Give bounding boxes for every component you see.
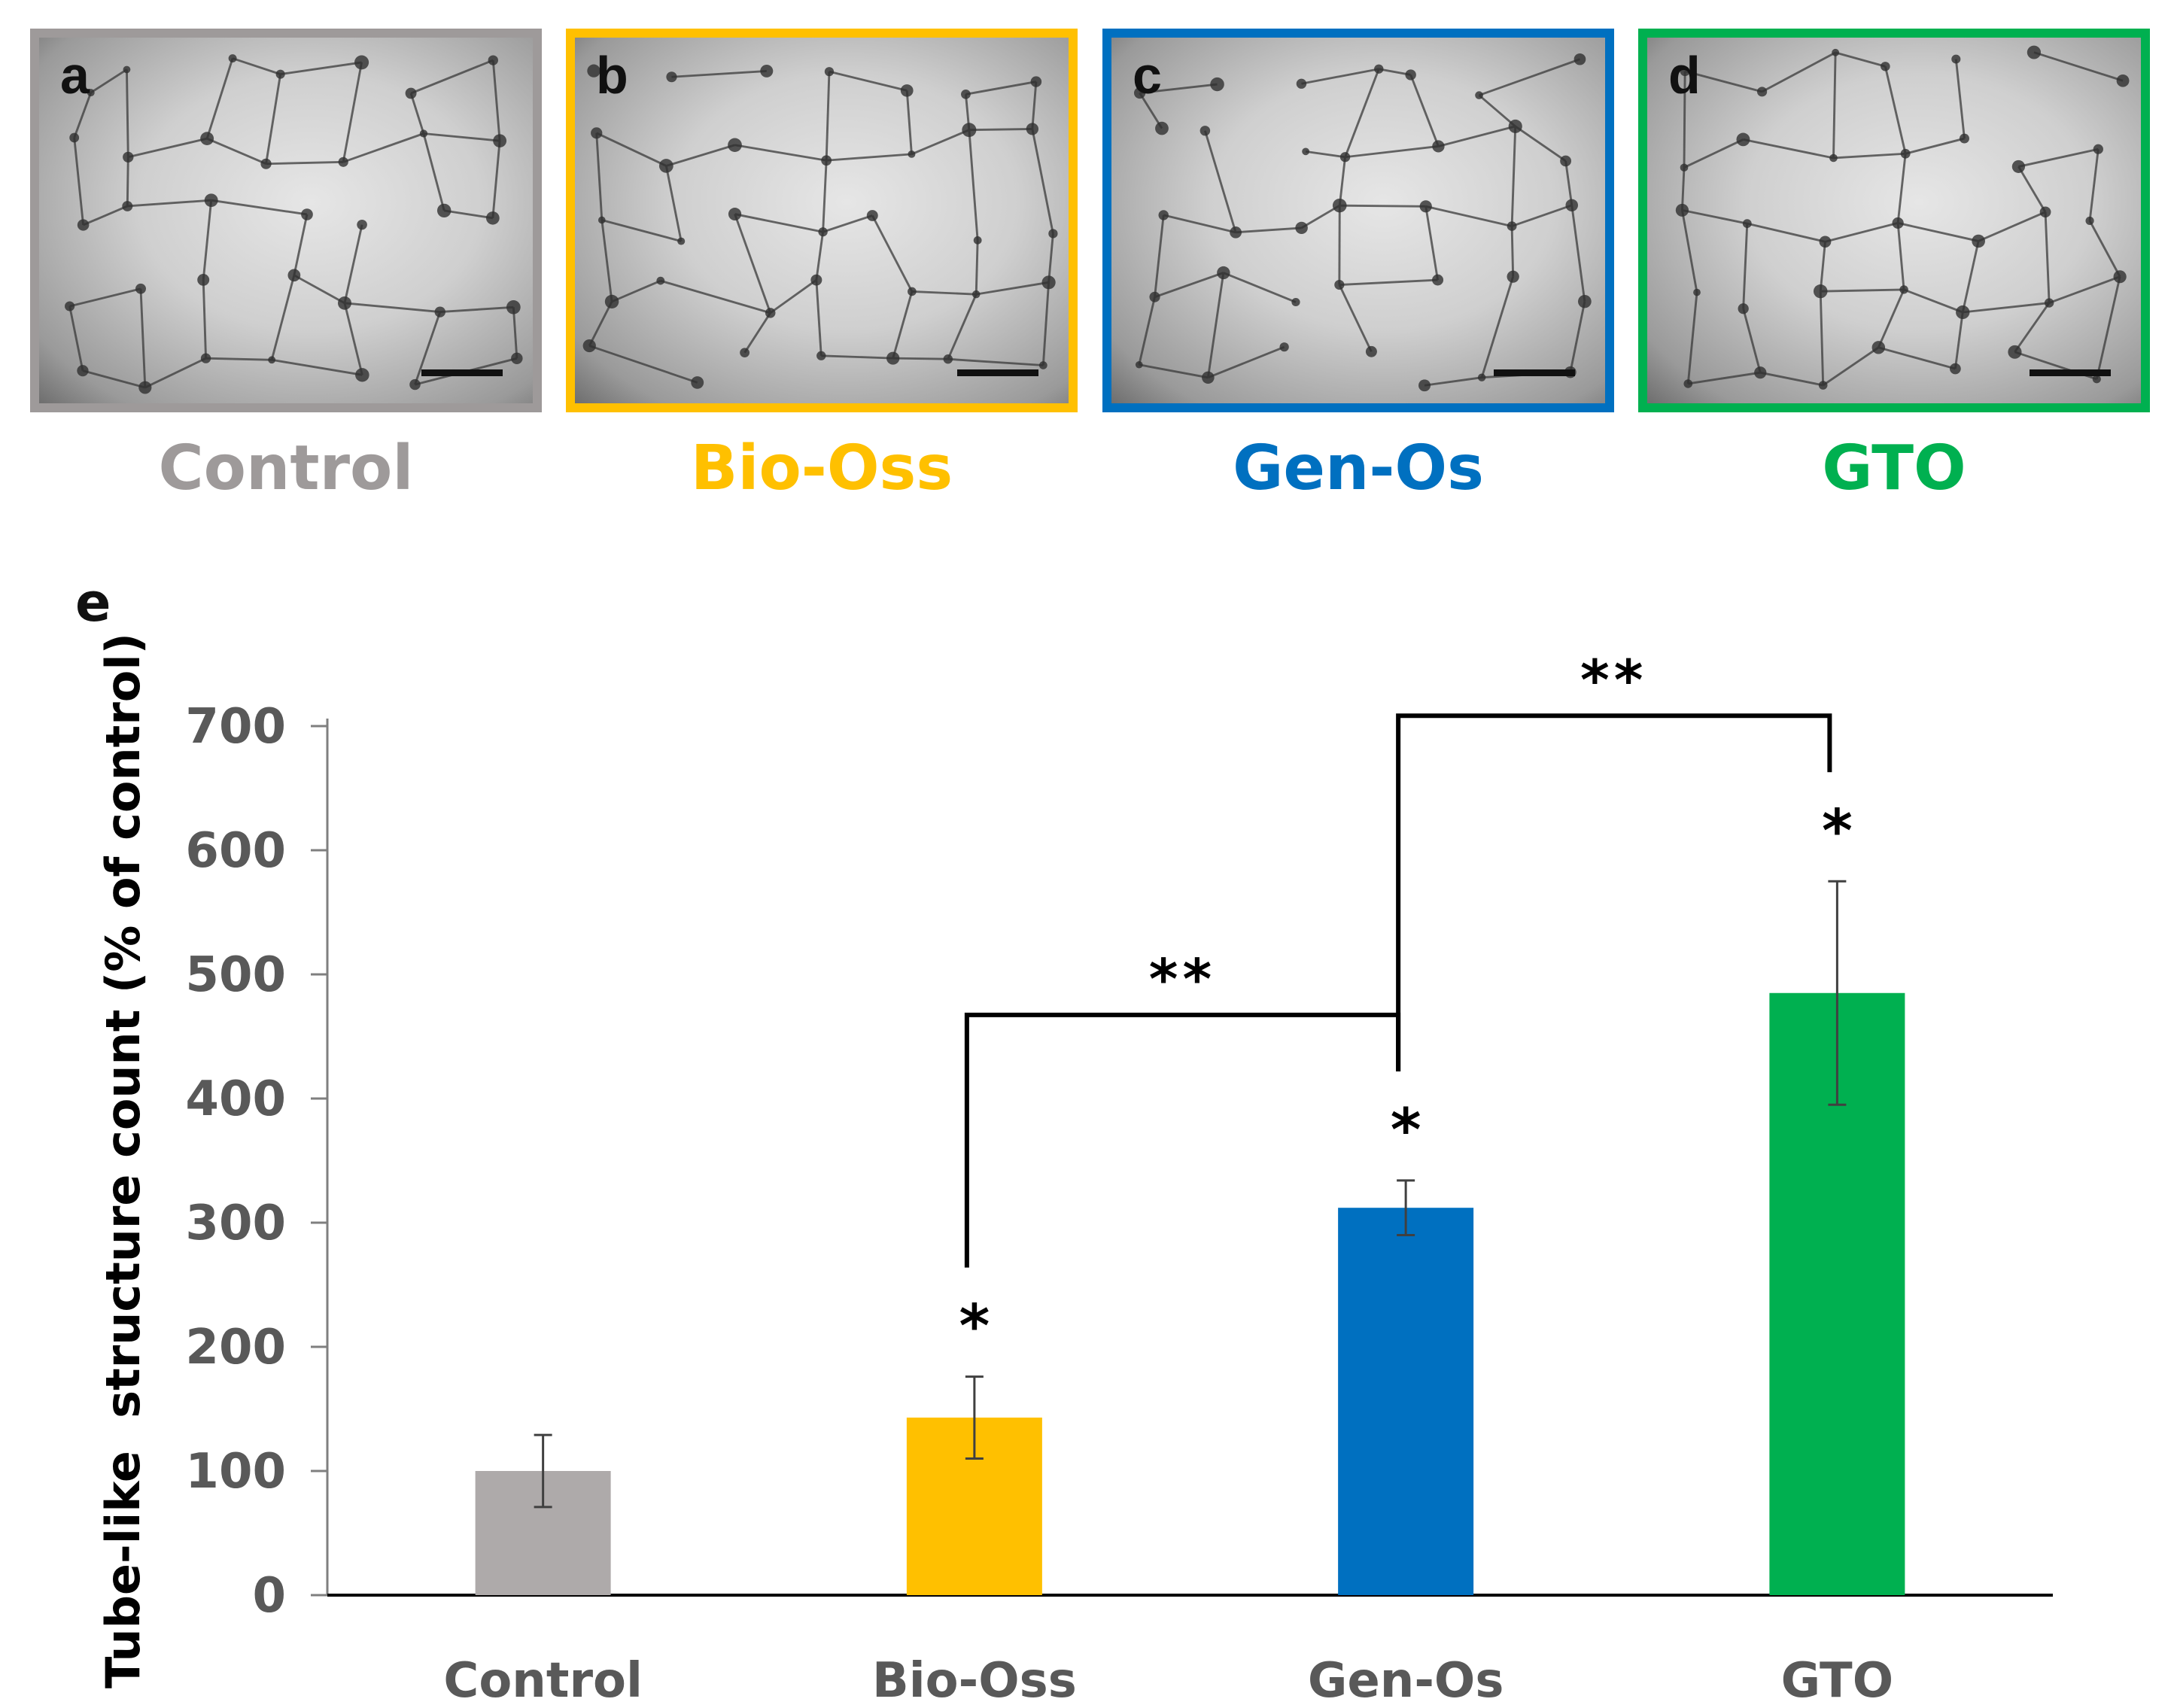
panel-letter: b	[596, 46, 628, 105]
significance-bracket	[1396, 713, 1832, 1071]
y-tick-label: 200	[185, 1320, 286, 1375]
significance-asterisk: *	[959, 1293, 990, 1361]
y-tick-label: 0	[252, 1568, 286, 1624]
scale-bar	[957, 369, 1038, 376]
x-tick-label: Control	[443, 1653, 643, 1708]
scale-bar	[2030, 369, 2111, 376]
micrograph-image	[39, 38, 533, 403]
panel-letter: a	[60, 46, 90, 105]
micrograph-image	[575, 38, 1069, 403]
micrograph-image	[1647, 38, 2141, 403]
micrograph-panel-gto: d	[1638, 29, 2150, 412]
panel-letter: d	[1668, 46, 1701, 105]
x-tick-label: Gen-Os	[1308, 1653, 1504, 1708]
significance-asterisk: *	[1822, 798, 1853, 865]
y-tick-label: 500	[185, 947, 286, 1003]
bracket-label: **	[1580, 648, 1647, 713]
y-axis-title: Tube-like structure count (% of control)	[96, 633, 151, 1688]
y-tick-label: 700	[185, 699, 286, 755]
x-tick-label: GTO	[1781, 1653, 1893, 1708]
bracket-label: **	[1149, 947, 1216, 1012]
group-label-gen-os: Gen-Os	[1233, 433, 1484, 504]
micrograph-image	[1111, 38, 1605, 403]
y-tick-label: 400	[185, 1071, 286, 1127]
y-tick-label: 300	[185, 1196, 286, 1251]
significance-asterisk: *	[1391, 1097, 1421, 1165]
chart-panel-letter: e	[75, 572, 111, 634]
bar-gen-os	[1338, 1208, 1474, 1595]
micrograph-panel-control: a	[30, 29, 542, 412]
y-tick-label: 100	[185, 1444, 286, 1500]
panel-letter: c	[1133, 46, 1162, 105]
group-label-bio-oss: Bio-Oss	[690, 433, 953, 504]
micrograph-panel-bio-oss: b	[566, 29, 1078, 412]
significance-bracket	[964, 1012, 1401, 1268]
group-label-control: Control	[158, 433, 414, 504]
y-tick-label: 600	[185, 823, 286, 879]
group-label-gto: GTO	[1822, 433, 1966, 504]
micrograph-panel-gen-os: c	[1102, 29, 1614, 412]
x-tick-label: Bio-Oss	[872, 1653, 1077, 1708]
scale-bar	[421, 369, 503, 376]
scale-bar	[1494, 369, 1575, 376]
